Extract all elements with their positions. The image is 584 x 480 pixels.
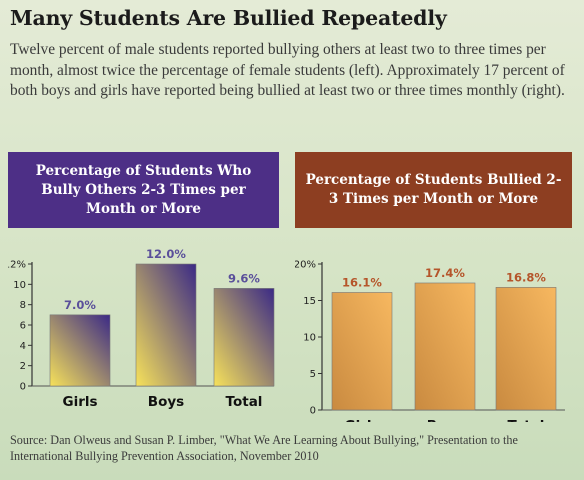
y-tick-label: 15 xyxy=(303,296,316,307)
y-tick-label: 20% xyxy=(295,260,316,271)
data-label: 7.0% xyxy=(64,298,96,312)
bullied-chart: 0 5 10 15 20% 16.1% Girls 17.4% Boys 16.8% Total xyxy=(295,260,565,422)
y-tick-label: 4 xyxy=(20,341,26,352)
bully-others-chart: 0 2 4 6 8 10 12% 7.0% Girls 12.0% Boys 9.6% Total xyxy=(8,247,275,410)
source-citation: Source: Dan Olweus and Susan P. Limber, … xyxy=(10,433,518,463)
y-tick-label: 10 xyxy=(303,333,316,344)
y-tick-label: 2 xyxy=(20,361,26,372)
y-tick-label: 8 xyxy=(20,300,26,311)
y-tick-label: 5 xyxy=(310,369,316,380)
y-tick-label: 10 xyxy=(13,280,26,291)
category-label: Boys xyxy=(427,418,463,422)
y-tick-label: 12% xyxy=(8,260,26,271)
category-label: Girls xyxy=(62,394,97,410)
category-label: Boys xyxy=(148,394,184,410)
y-tick-label: 0 xyxy=(310,406,316,417)
bar-girls xyxy=(49,314,111,387)
right-chart-header: Percentage of Students Bullied 2-3 Times… xyxy=(295,152,572,228)
data-label: 16.1% xyxy=(342,275,382,289)
bar-total xyxy=(213,288,275,387)
bar-girls xyxy=(331,292,393,411)
left-chart-header: Percentage of Students Who Bully Others … xyxy=(8,152,279,228)
data-label: 17.4% xyxy=(425,266,465,280)
bar-boys xyxy=(414,282,476,411)
data-label: 12.0% xyxy=(146,247,186,261)
bar-boys xyxy=(135,263,197,387)
y-tick-label: 0 xyxy=(20,382,26,393)
bar-total xyxy=(495,287,557,411)
data-label: 9.6% xyxy=(228,271,260,285)
category-label: Girls xyxy=(344,418,379,422)
category-label: Total xyxy=(508,418,545,422)
category-label: Total xyxy=(226,394,263,410)
infographic-title: Many Students Are Bullied Repeatedly xyxy=(10,6,447,30)
data-label: 16.8% xyxy=(506,270,546,284)
intro-paragraph: Twelve percent of male students reported… xyxy=(10,41,565,99)
y-tick-label: 6 xyxy=(20,321,26,332)
